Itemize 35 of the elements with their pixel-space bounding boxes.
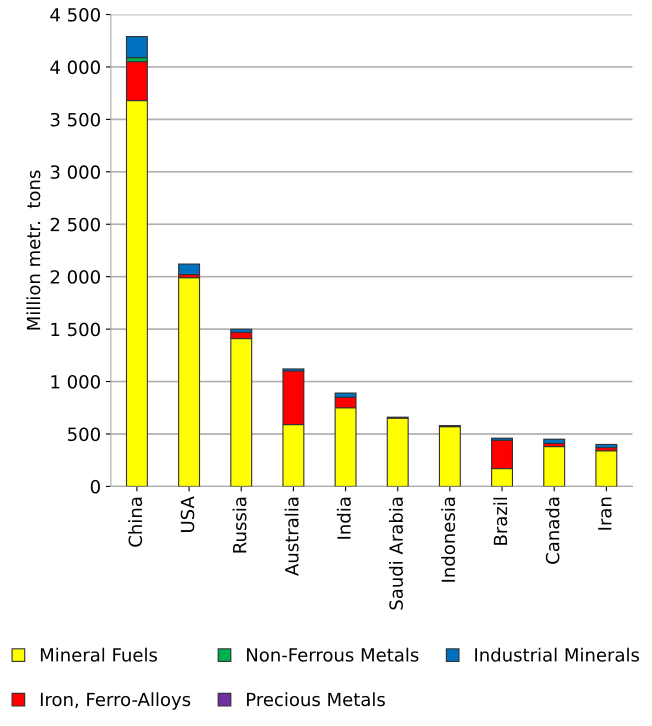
- bar: [543, 438, 566, 444]
- bar: [543, 446, 566, 486]
- x-tick-label: USA: [180, 496, 194, 532]
- bar: [178, 264, 200, 276]
- x-tick-label: India: [336, 498, 351, 539]
- y-tick-label: 3 000: [50, 165, 100, 179]
- y-tick-label: 3 500: [50, 112, 100, 127]
- bar: [126, 36, 148, 58]
- y-tick-label: 4 000: [50, 60, 100, 74]
- legend-label: Iron, Ferro-Alloys: [40, 692, 190, 710]
- legend-label: Non-Ferrous Metals: [247, 648, 418, 662]
- y-tick-label: 4 500: [50, 8, 100, 22]
- legend-label: Industrial Minerals: [475, 648, 640, 662]
- y-tick-label: 500: [68, 427, 100, 442]
- x-tick-label: Iran: [598, 498, 612, 530]
- x-tick-label: Canada: [545, 498, 560, 564]
- legend-label: Precious Metals: [247, 692, 385, 706]
- x-tick-label: China: [128, 498, 142, 547]
- x-tick-label: Brazil: [493, 498, 508, 545]
- y-tick-label: 0: [90, 480, 100, 494]
- bar: [178, 277, 200, 486]
- y-tick-label: 1 000: [51, 375, 100, 389]
- bar: [595, 444, 618, 448]
- x-tick-label: Saudi Arabia: [388, 498, 403, 610]
- x-tick-label: Indonesia: [441, 498, 456, 582]
- y-axis-title: Million metr. tons: [26, 170, 40, 330]
- y-tick-label: 2 500: [50, 218, 100, 232]
- legend-label: Mineral Fuels: [40, 648, 158, 662]
- bar: [386, 418, 409, 486]
- bar: [595, 450, 618, 486]
- y-tick-label: 2 000: [50, 270, 100, 284]
- y-tick-label: 1 500: [51, 322, 100, 336]
- bar: [438, 426, 461, 486]
- x-tick-label: Australia: [284, 498, 299, 576]
- x-tick-label: Russia: [232, 498, 246, 552]
